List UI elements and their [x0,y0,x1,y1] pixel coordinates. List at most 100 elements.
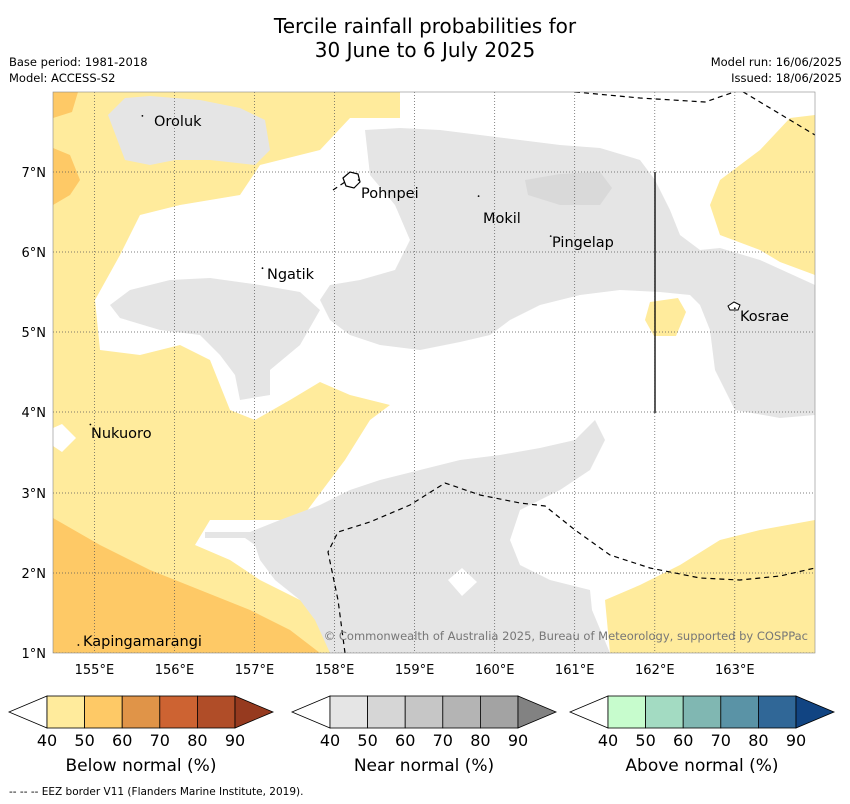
issued-date: Issued: 18/06/2025 [731,71,842,85]
place-label-nukuoro: Nukuoro [91,426,152,442]
below-normal-region-southeast [605,520,815,653]
place-marker-ngatik [261,267,264,270]
place-label-kosrae: Kosrae [740,309,789,325]
colorbar-above-under-arrow [568,695,609,729]
lon-label-156: 156°E [155,663,195,678]
white-patch-nukuoro [53,424,76,452]
lon-label-157: 157°E [235,663,275,678]
lat-label-3: 3°N [22,487,47,502]
eez-border-pohnpei [332,181,346,191]
place-marker-mokil [477,195,480,198]
below-normal-region-northwest [53,92,400,653]
lon-label-160: 160°E [475,663,515,678]
colorbar-above-over-arrow [795,695,836,729]
colorbar-near-segment-1 [329,695,368,729]
colorbar-above-segment-4 [720,695,759,729]
lon-label-162: 162°E [635,663,675,678]
colorbar-below-segment-5 [196,695,236,729]
lon-axis-labels: 155°E 156°E 157°E 158°E 159°E 160°E 161°… [75,663,755,678]
place-label-pingelap: Pingelap [552,235,614,251]
colorbar-below-tick-40: 40 [37,731,57,750]
lat-label-6: 6°N [22,246,47,261]
white-patch-south [448,568,477,596]
lat-axis-labels: 7°N 6°N 5°N 4°N 3°N 2°N 1°N [22,166,47,662]
lat-label-5: 5°N [22,326,47,341]
colorbar-title-below: Below normal (%) [65,756,217,776]
lon-label-155: 155°E [75,663,115,678]
colorbar-near-tick-60: 60 [395,731,415,750]
colorbar-near-segment-4 [442,695,481,729]
colorbar-above-segment-5 [758,695,797,729]
lat-label-1: 1°N [22,647,47,662]
place-marker-kosrae [733,307,736,310]
colorbar-near-over-arrow [517,695,558,729]
base-period: Base period: 1981-2018 [9,55,148,69]
meta-left: Base period: 1981-2018 Model: ACCESS-S2 [9,54,148,86]
colorbar-below-over-arrow [234,695,275,729]
pohnpei-island-outline [342,171,361,189]
place-markers [77,115,736,646]
lon-label-159: 159°E [395,663,435,678]
lon-label-163: 163°E [715,663,755,678]
colorbar-below-tick-50: 50 [74,731,94,750]
chart-title: Tercile rainfall probabilities for 30 Ju… [0,14,850,62]
near-normal-region-west [110,278,320,400]
place-label-oroluk: Oroluk [154,114,202,130]
colorbar-above-tick-50: 50 [635,731,655,750]
lat-label-4: 4°N [22,406,47,421]
below-normal-region-edge1 [53,92,78,118]
colorbar-below-segment-3 [121,695,161,729]
lon-label-158: 158°E [315,663,355,678]
near-normal-region-darker [525,172,612,205]
near-normal-region-north [108,96,270,165]
near-normal-region-south [205,420,610,653]
place-labels: Oroluk Pohnpei Mokil Pingelap Ngatik Kos… [83,114,789,650]
lat-label-2: 2°N [22,567,47,582]
colorbar-below-segment-4 [159,695,198,729]
colorbar-below-tick-70: 70 [150,731,170,750]
colorbar-below-under-arrow [7,695,48,729]
place-marker-pohnpei [357,179,360,181]
colorbar-title-near: Near normal (%) [353,756,495,776]
meta-right: Model run: 16/06/2025 Issued: 18/06/2025 [711,54,842,86]
colorbars: 40 50 60 70 80 90 40 50 60 70 80 90 40 50 60 70 80 90 [7,695,836,750]
colorbar-above-tick-40: 40 [598,731,618,750]
place-label-ngatik: Ngatik [267,267,315,283]
model-run: Model run: 16/06/2025 [710,55,842,69]
colorbar-below-segment-2 [84,695,123,729]
colorbar-below-tick-80: 80 [187,731,207,750]
map-frame [52,91,816,654]
colorbar-near-tick-50: 50 [357,731,377,750]
copyright-text: © Commonwealth of Australia 2025, Bureau… [324,629,808,643]
colorbar-above-tick-70: 70 [711,731,731,750]
title-line-1: Tercile rainfall probabilities for [273,14,577,38]
colorbar-near-segment-3 [404,695,444,729]
place-marker-pingelap [549,235,552,238]
place-marker-nukuoro [89,423,92,426]
colorbar-near-tick-80: 80 [470,731,490,750]
kosrae-island-outline [727,301,741,311]
title-line-2: 30 June to 6 July 2025 [314,38,536,62]
colorbar-above-tick-90: 90 [786,731,806,750]
place-label-mokil: Mokil [483,211,521,227]
place-label-pohnpei: Pohnpei [361,186,419,202]
eez-border-note: -- -- -- EEZ border V11 (Flanders Marine… [9,786,304,798]
colorbar-near-tick-90: 90 [508,731,528,750]
eez-border-north [574,92,815,136]
colorbar-near-tick-70: 70 [433,731,453,750]
below-normal-region-kapinga [53,518,320,653]
colorbar-above-tick-80: 80 [748,731,768,750]
colorbar-above-segment-1 [607,695,646,729]
place-marker-kapingamarangi [77,644,80,646]
colorbar-above-segment-3 [682,695,722,729]
eez-borders [327,92,815,653]
colorbar-near-segment-5 [479,695,519,729]
map-area [53,92,815,653]
colorbar-near-tick-40: 40 [320,731,340,750]
lon-label-161: 161°E [555,663,595,678]
place-marker-oroluk [141,115,144,117]
model-name: Model: ACCESS-S2 [9,71,116,85]
colorbar-below-tick-60: 60 [112,731,132,750]
colorbar-near-segment-2 [367,695,406,729]
